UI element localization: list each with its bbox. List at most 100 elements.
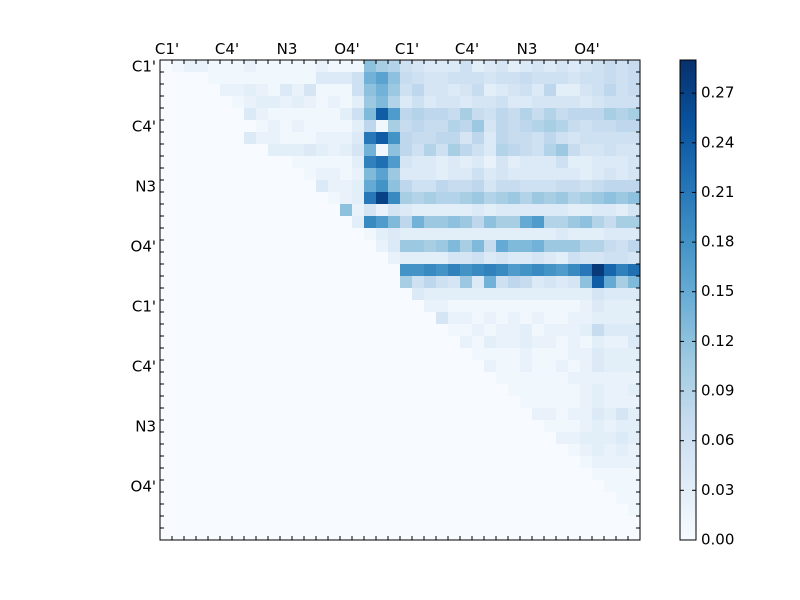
heatmap-cell — [340, 504, 353, 517]
heatmap-cell — [628, 456, 641, 469]
heatmap-cell — [508, 84, 521, 97]
heatmap-cell — [424, 240, 437, 253]
heatmap-cell — [544, 288, 557, 301]
heatmap-cell — [604, 156, 617, 169]
heatmap-cell — [484, 408, 497, 421]
heatmap-cell — [436, 156, 449, 169]
heatmap-cell — [484, 384, 497, 397]
heatmap-cell — [508, 180, 521, 193]
heatmap-cell — [268, 492, 281, 505]
heatmap-cell — [556, 240, 569, 253]
heatmap-cell — [556, 444, 569, 457]
heatmap-cell — [184, 144, 197, 157]
heatmap-cell — [628, 384, 641, 397]
heatmap-cell — [484, 72, 497, 85]
heatmap-cell — [328, 492, 341, 505]
heatmap-cell — [352, 120, 365, 133]
heatmap-cell — [352, 348, 365, 361]
heatmap-cell — [292, 216, 305, 229]
heatmap-cell — [160, 516, 173, 529]
heatmap-cell — [292, 192, 305, 205]
heatmap-cell — [208, 192, 221, 205]
heatmap-cell — [568, 480, 581, 493]
heatmap-cell — [208, 492, 221, 505]
heatmap-cell — [220, 216, 233, 229]
heatmap-cell — [316, 60, 329, 73]
heatmap-cell — [280, 408, 293, 421]
heatmap-cell — [184, 468, 197, 481]
heatmap-cell — [256, 360, 269, 373]
heatmap-cell — [256, 444, 269, 457]
heatmap-cell — [496, 348, 509, 361]
heatmap-cell — [448, 300, 461, 313]
heatmap-cell — [604, 468, 617, 481]
heatmap-cell — [532, 492, 545, 505]
heatmap-cell — [160, 120, 173, 133]
heatmap-cell — [472, 72, 485, 85]
heatmap-cell — [460, 168, 473, 181]
heatmap-cell — [328, 156, 341, 169]
heatmap-cell — [592, 288, 605, 301]
heatmap-cell — [220, 516, 233, 529]
heatmap-cell — [232, 96, 245, 109]
heatmap-cell — [268, 84, 281, 97]
heatmap-cell — [424, 432, 437, 445]
heatmap-cell — [604, 120, 617, 133]
heatmap-cell — [376, 408, 389, 421]
heatmap-cell — [364, 432, 377, 445]
heatmap-cell — [304, 192, 317, 205]
heatmap-cell — [352, 228, 365, 241]
heatmap-cell — [328, 372, 341, 385]
heatmap-cell — [424, 504, 437, 517]
heatmap-cell — [568, 504, 581, 517]
heatmap-cell — [544, 516, 557, 529]
heatmap-cell — [472, 156, 485, 169]
heatmap-cell — [268, 120, 281, 133]
heatmap-cell — [412, 288, 425, 301]
heatmap-cell — [532, 384, 545, 397]
heatmap-cell — [280, 444, 293, 457]
heatmap-cell — [316, 360, 329, 373]
heatmap-cell — [208, 432, 221, 445]
heatmap-cell — [568, 348, 581, 361]
heatmap-cell — [364, 96, 377, 109]
heatmap-cell — [400, 468, 413, 481]
heatmap-cell — [352, 504, 365, 517]
heatmap-cell — [292, 504, 305, 517]
heatmap-cell — [304, 408, 317, 421]
heatmap-cell — [388, 108, 401, 121]
heatmap-cell — [292, 60, 305, 73]
heatmap-cell — [508, 324, 521, 337]
heatmap-cell — [220, 528, 233, 541]
heatmap-cell — [448, 252, 461, 265]
heatmap-cell — [352, 84, 365, 97]
heatmap-cell — [352, 204, 365, 217]
heatmap-cell — [388, 60, 401, 73]
heatmap-cell — [244, 384, 257, 397]
heatmap-cell — [568, 192, 581, 205]
heatmap-cell — [616, 264, 629, 277]
heatmap-cell — [244, 492, 257, 505]
heatmap-cell — [496, 144, 509, 157]
heatmap-cell — [304, 228, 317, 241]
heatmap-cell — [628, 180, 641, 193]
heatmap-cell — [232, 336, 245, 349]
heatmap-cell — [340, 72, 353, 85]
heatmap-cell — [340, 216, 353, 229]
heatmap-cell — [316, 396, 329, 409]
heatmap-cell — [184, 396, 197, 409]
heatmap-cell — [292, 444, 305, 457]
heatmap-cell — [208, 336, 221, 349]
heatmap-cell — [616, 204, 629, 217]
heatmap-cell — [292, 480, 305, 493]
heatmap-cell — [592, 120, 605, 133]
heatmap-cell — [484, 348, 497, 361]
heatmap-cell — [292, 276, 305, 289]
heatmap-cell — [580, 456, 593, 469]
heatmap-cell — [184, 420, 197, 433]
heatmap-cell — [196, 288, 209, 301]
heatmap-cell — [544, 456, 557, 469]
heatmap-cell — [412, 240, 425, 253]
heatmap-cell — [388, 300, 401, 313]
heatmap-cell — [592, 432, 605, 445]
